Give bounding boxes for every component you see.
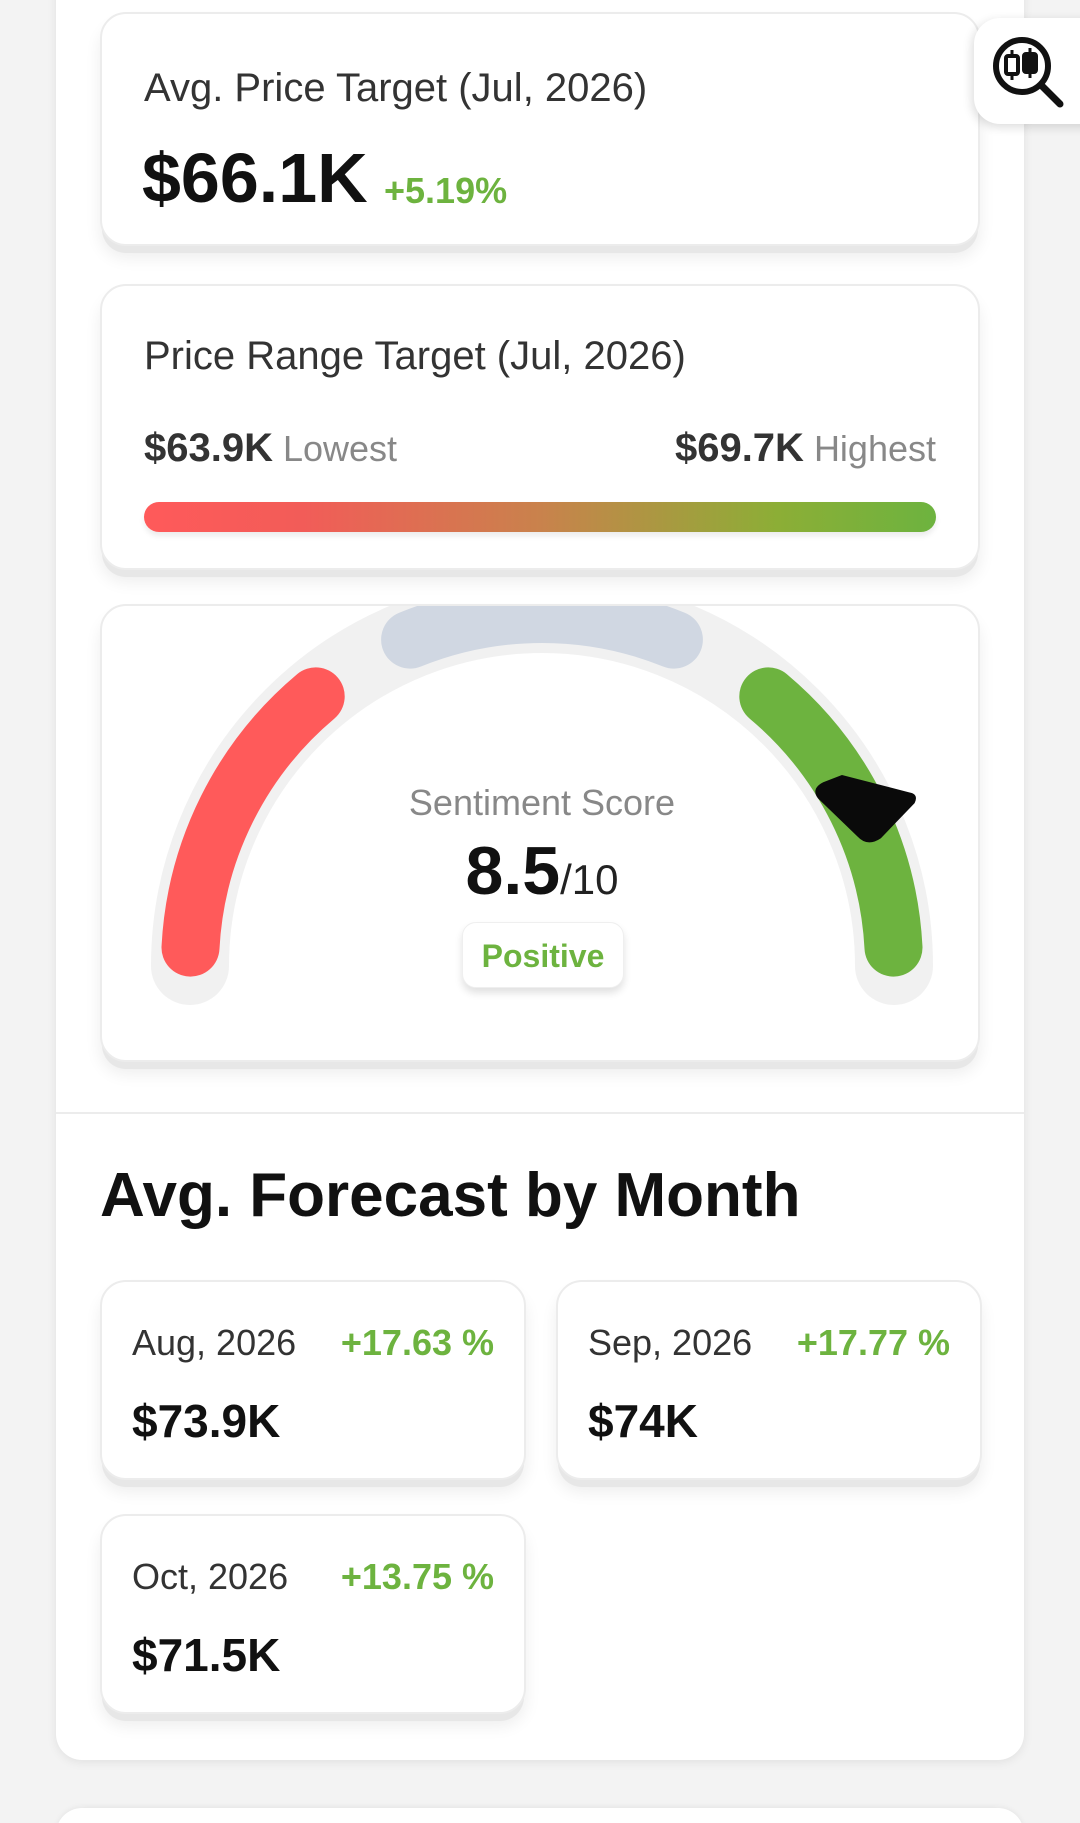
month-value: $73.9K (132, 1395, 281, 1447)
avg-price-target-card: Avg. Price Target (Jul, 2026) $66.1K +5.… (100, 12, 980, 246)
gauge-arc-neutral (381, 606, 703, 669)
highest-price-value: $69.7K (674, 426, 804, 470)
sentiment-score-max: /10 (560, 856, 619, 903)
sentiment-gauge (151, 606, 933, 1005)
lowest-price-label: Lowest (282, 428, 398, 469)
chart-search-button[interactable] (974, 18, 1080, 124)
avg-price-target-change: +5.19% (384, 170, 508, 211)
lowest-price-value: $63.9K (144, 426, 273, 470)
month-change: +17.63 % (340, 1322, 494, 1363)
chart-search-icon (993, 37, 1064, 108)
month-forecast-card: Aug, 2026 +17.63 % $73.9K (100, 1280, 526, 1480)
avg-price-target-value: $66.1K (142, 139, 368, 217)
lowest-price: $63.9K Lowest (144, 426, 397, 471)
gauge-needle (815, 774, 916, 843)
month-change: +17.77 % (796, 1322, 950, 1363)
sentiment-gauge-card: Sentiment Score 8.5/10 Positive (100, 604, 980, 1062)
price-range-label: Price Range Target (Jul, 2026) (144, 334, 686, 378)
month-value: $74K (588, 1395, 698, 1447)
section-divider (56, 1112, 1024, 1114)
month-forecast-card: Oct, 2026 +13.75 % $71.5K (100, 1514, 526, 1714)
avg-price-target-label: Avg. Price Target (Jul, 2026) (144, 66, 648, 110)
sentiment-score: 8.5/10 (102, 832, 982, 910)
month-change: +13.75 % (340, 1556, 494, 1597)
next-panel (56, 1808, 1024, 1823)
price-range-card: Price Range Target (Jul, 2026) $63.9K Low… (100, 284, 980, 570)
forecast-section-title: Avg. Forecast by Month (100, 1161, 801, 1230)
month-label: Aug, 2026 (132, 1322, 297, 1363)
sentiment-score-value: 8.5 (465, 833, 561, 909)
month-forecast-card: Sep, 2026 +17.77 % $74K (556, 1280, 982, 1480)
price-range-bar (144, 502, 936, 532)
sentiment-badge: Positive (462, 922, 624, 988)
gauge-arc-negative (161, 667, 345, 977)
highest-price: $69.7K Highest (675, 426, 936, 471)
highest-price-label: Highest (813, 428, 936, 469)
month-label: Sep, 2026 (588, 1322, 753, 1363)
month-label: Oct, 2026 (132, 1556, 289, 1597)
sentiment-title: Sentiment Score (408, 782, 676, 823)
month-value: $71.5K (132, 1629, 281, 1681)
